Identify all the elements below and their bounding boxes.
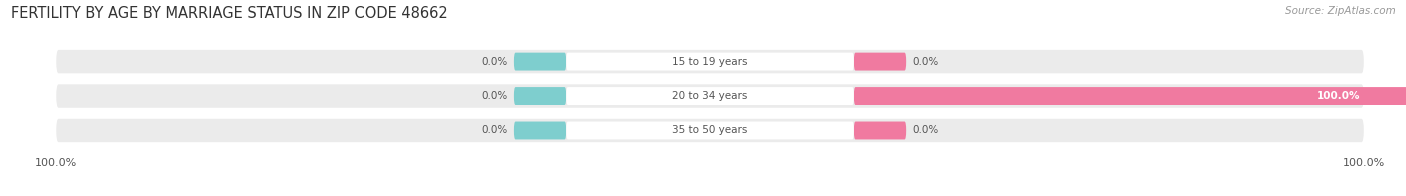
FancyBboxPatch shape xyxy=(567,53,853,71)
Text: 0.0%: 0.0% xyxy=(481,91,508,101)
FancyBboxPatch shape xyxy=(853,122,905,139)
Text: 0.0%: 0.0% xyxy=(912,125,939,135)
FancyBboxPatch shape xyxy=(56,119,1364,142)
Text: FERTILITY BY AGE BY MARRIAGE STATUS IN ZIP CODE 48662: FERTILITY BY AGE BY MARRIAGE STATUS IN Z… xyxy=(11,6,449,21)
FancyBboxPatch shape xyxy=(56,84,1364,108)
Text: 0.0%: 0.0% xyxy=(481,125,508,135)
FancyBboxPatch shape xyxy=(853,53,905,71)
FancyBboxPatch shape xyxy=(567,122,853,139)
Text: 0.0%: 0.0% xyxy=(912,57,939,67)
FancyBboxPatch shape xyxy=(515,53,567,71)
FancyBboxPatch shape xyxy=(56,50,1364,73)
FancyBboxPatch shape xyxy=(853,87,1406,105)
Text: 15 to 19 years: 15 to 19 years xyxy=(672,57,748,67)
Text: 0.0%: 0.0% xyxy=(481,57,508,67)
Text: 20 to 34 years: 20 to 34 years xyxy=(672,91,748,101)
Text: 100.0%: 100.0% xyxy=(1317,91,1361,101)
Text: Source: ZipAtlas.com: Source: ZipAtlas.com xyxy=(1285,6,1396,16)
FancyBboxPatch shape xyxy=(515,87,567,105)
FancyBboxPatch shape xyxy=(515,122,567,139)
FancyBboxPatch shape xyxy=(567,87,853,105)
Text: 35 to 50 years: 35 to 50 years xyxy=(672,125,748,135)
